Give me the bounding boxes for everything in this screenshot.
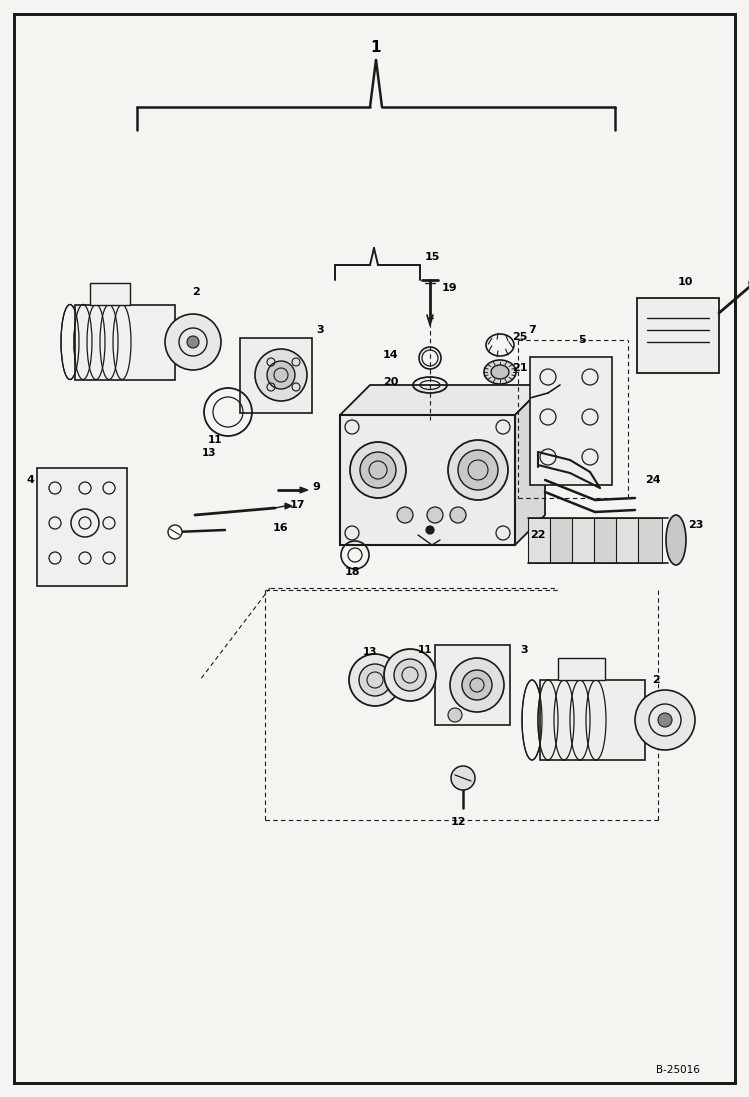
Text: 19: 19 bbox=[442, 283, 458, 293]
Circle shape bbox=[349, 654, 401, 706]
Polygon shape bbox=[550, 518, 574, 563]
Text: 24: 24 bbox=[645, 475, 661, 485]
Circle shape bbox=[450, 507, 466, 523]
Circle shape bbox=[360, 452, 396, 488]
Circle shape bbox=[658, 713, 672, 727]
Circle shape bbox=[635, 690, 695, 750]
Polygon shape bbox=[540, 680, 645, 760]
Text: 2: 2 bbox=[192, 287, 200, 297]
Circle shape bbox=[267, 361, 295, 389]
Text: 2: 2 bbox=[652, 675, 660, 685]
Polygon shape bbox=[340, 385, 545, 415]
Polygon shape bbox=[75, 305, 175, 380]
Polygon shape bbox=[558, 658, 605, 680]
Polygon shape bbox=[37, 468, 127, 586]
Ellipse shape bbox=[484, 360, 516, 384]
Polygon shape bbox=[300, 487, 308, 493]
Polygon shape bbox=[637, 298, 719, 373]
Circle shape bbox=[450, 658, 504, 712]
Polygon shape bbox=[530, 357, 612, 485]
Text: 5: 5 bbox=[578, 335, 586, 344]
Circle shape bbox=[462, 670, 492, 700]
Circle shape bbox=[448, 708, 462, 722]
Circle shape bbox=[350, 442, 406, 498]
Text: 7: 7 bbox=[528, 325, 536, 335]
Circle shape bbox=[427, 507, 443, 523]
Text: 23: 23 bbox=[688, 520, 703, 530]
Text: 13: 13 bbox=[201, 448, 216, 459]
Text: 11: 11 bbox=[207, 436, 222, 445]
Text: 1: 1 bbox=[371, 41, 381, 56]
Text: 14: 14 bbox=[383, 350, 398, 360]
Circle shape bbox=[394, 659, 426, 691]
Text: 12: 12 bbox=[450, 817, 466, 827]
Ellipse shape bbox=[666, 514, 686, 565]
Polygon shape bbox=[572, 518, 596, 563]
Circle shape bbox=[165, 314, 221, 370]
Text: 22: 22 bbox=[530, 530, 545, 540]
Circle shape bbox=[426, 525, 434, 534]
Text: 20: 20 bbox=[383, 377, 398, 387]
Circle shape bbox=[384, 649, 436, 701]
Circle shape bbox=[397, 507, 413, 523]
Text: B-25016: B-25016 bbox=[656, 1065, 700, 1075]
Circle shape bbox=[255, 349, 307, 402]
Polygon shape bbox=[435, 645, 510, 725]
Text: 11: 11 bbox=[418, 645, 432, 655]
Text: 25: 25 bbox=[512, 332, 527, 342]
Text: 17: 17 bbox=[290, 500, 306, 510]
Polygon shape bbox=[90, 283, 130, 305]
Polygon shape bbox=[340, 415, 515, 545]
Circle shape bbox=[448, 440, 508, 500]
Ellipse shape bbox=[491, 365, 509, 378]
Text: 13: 13 bbox=[363, 647, 377, 657]
Polygon shape bbox=[240, 338, 312, 412]
Text: 3: 3 bbox=[316, 325, 324, 335]
Text: 18: 18 bbox=[345, 567, 360, 577]
Text: 10: 10 bbox=[678, 278, 694, 287]
Polygon shape bbox=[285, 504, 292, 509]
Circle shape bbox=[187, 336, 199, 348]
Circle shape bbox=[458, 450, 498, 490]
Text: 15: 15 bbox=[425, 252, 440, 262]
Text: 9: 9 bbox=[312, 482, 320, 491]
Text: 3: 3 bbox=[520, 645, 527, 655]
Polygon shape bbox=[616, 518, 640, 563]
Circle shape bbox=[359, 664, 391, 695]
Polygon shape bbox=[528, 518, 552, 563]
Circle shape bbox=[451, 766, 475, 790]
Polygon shape bbox=[638, 518, 662, 563]
Circle shape bbox=[168, 525, 182, 539]
Polygon shape bbox=[515, 385, 545, 545]
Text: 4: 4 bbox=[26, 475, 34, 485]
Polygon shape bbox=[594, 518, 618, 563]
Text: 16: 16 bbox=[272, 523, 288, 533]
Text: 21: 21 bbox=[512, 363, 527, 373]
